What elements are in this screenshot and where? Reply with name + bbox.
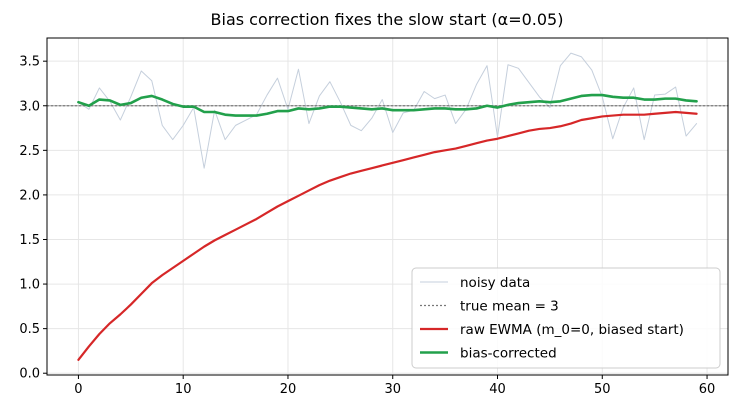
legend-label: raw EWMA (m_0=0, biased start) (460, 322, 684, 338)
axis-ticks: 0 10 20 30 40 50 60 0.0 0.5 1.0 1.5 2.0 2.5 3.0 3.5 (19, 55, 715, 397)
y-tick-label: 3.5 (19, 55, 40, 70)
y-tick-label: 0.0 (19, 367, 40, 382)
x-tick-label: 30 (384, 382, 401, 397)
series-noisy-data (77, 52, 698, 169)
series-lines (46, 52, 729, 361)
chart-title: Bias correction fixes the slow start (α=… (211, 10, 564, 29)
series-raw-ewma (77, 110, 698, 361)
plot-frame (46, 37, 729, 376)
x-tick-label: 40 (489, 382, 506, 397)
x-tick-label: 10 (175, 382, 192, 397)
y-tick-label: 1.5 (19, 233, 40, 248)
legend-box (411, 267, 721, 369)
legend: noisy data true mean = 3 raw EWMA (m_0=0, … (411, 267, 721, 369)
x-tick-label: 60 (699, 382, 716, 397)
y-tick-label: 1.0 (19, 278, 40, 293)
series-bias-corrected (77, 93, 698, 117)
legend-label: bias-corrected (460, 346, 557, 362)
x-tick-label: 50 (594, 382, 611, 397)
legend-label: noisy data (460, 275, 530, 291)
x-tick-label: 0 (74, 382, 82, 397)
y-tick-label: 2.0 (19, 188, 40, 203)
legend-label: true mean = 3 (460, 299, 559, 315)
y-tick-label: 0.5 (19, 322, 40, 337)
y-tick-label: 3.0 (19, 99, 40, 114)
x-tick-label: 20 (280, 382, 297, 397)
y-tick-label: 2.5 (19, 144, 40, 159)
